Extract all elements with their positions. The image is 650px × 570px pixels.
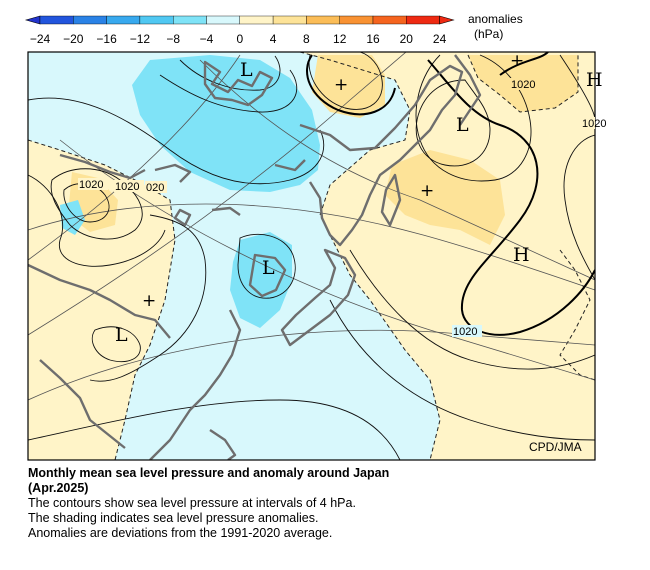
contour-label: 1020	[453, 326, 477, 338]
pressure-map: L L L L H H + + + + 1020 1020 020 1020 1…	[27, 51, 606, 461]
colorbar-cells	[24, 15, 455, 25]
colorbar-tick-label: 24	[433, 32, 447, 46]
colorbar-tick-label: 4	[270, 32, 277, 46]
colorbar-tick-label: 12	[333, 32, 347, 46]
caption-line3: Anomalies are deviations from the 1991-2…	[28, 526, 333, 540]
colorbar-tick-label: −16	[96, 32, 117, 46]
anomaly-minus-north	[132, 55, 320, 192]
map-credit: CPD/JMA	[529, 440, 582, 454]
anomaly-centers: + + + +	[142, 51, 524, 311]
colorbar-tick-label: −12	[130, 32, 151, 46]
contour-label: 1020	[582, 118, 606, 130]
contour-label: 1020	[115, 181, 139, 193]
low-center-marker: L	[115, 324, 128, 346]
colorbar-ticks: −24 −20 −16 −12 −8 −4 0 4 8 12 16 20 24	[30, 32, 447, 46]
anomaly-plus-marker: +	[420, 181, 434, 201]
legend-unit: (hPa)	[474, 27, 504, 41]
contour-label: 1020	[79, 179, 103, 191]
isobar-1020-bold	[306, 52, 595, 336]
contour-labels: 1020 1020 020 1020 1020 1020	[78, 78, 606, 338]
anomaly-plus-marker: +	[334, 75, 348, 95]
colorbar-tick-label: 0	[236, 32, 243, 46]
colorbar-tick-label: −24	[30, 32, 51, 46]
caption-title-line2: (Apr.2025)	[28, 481, 89, 495]
anomaly-plus-north-center	[312, 55, 385, 118]
isobars	[28, 52, 595, 460]
anomaly-plus-east	[385, 150, 505, 245]
low-center-marker: L	[456, 114, 469, 136]
colorbar-tick-label: 8	[303, 32, 310, 46]
colorbar-tick-label: −4	[200, 32, 214, 46]
coastlines	[28, 54, 482, 460]
map-frame	[27, 51, 596, 461]
anomaly-plus-marker: +	[142, 291, 156, 311]
caption: Monthly mean sea level pressure and anom…	[28, 466, 628, 541]
anomaly-colorbar: −24 −20 −16 −12 −8 −4 0 4 8 12 16 20 24	[24, 15, 455, 46]
caption-line1: The contours show sea level pressure at …	[28, 496, 356, 510]
colorbar-tick-label: −8	[166, 32, 180, 46]
high-center-marker: H	[586, 69, 603, 91]
low-center-marker: L	[262, 257, 275, 279]
low-center-marker: L	[240, 59, 253, 81]
caption-line2: The shading indicates sea level pressure…	[28, 511, 319, 525]
colorbar-tick-label: 20	[400, 32, 414, 46]
contour-label: 020	[146, 182, 164, 194]
pressure-centers: L L L L H H	[115, 59, 603, 346]
contour-label: 1020	[511, 79, 535, 91]
colorbar-arrow-high	[439, 15, 455, 25]
colorbar-tick-label: −20	[63, 32, 84, 46]
colorbar-tick-label: 16	[366, 32, 380, 46]
legend-title: anomalies	[468, 12, 523, 26]
anomaly-plus-marker: +	[510, 51, 524, 71]
caption-title-line1: Monthly mean sea level pressure and anom…	[28, 466, 390, 480]
high-center-marker: H	[513, 244, 530, 266]
anomaly-zero-lines	[28, 52, 595, 460]
